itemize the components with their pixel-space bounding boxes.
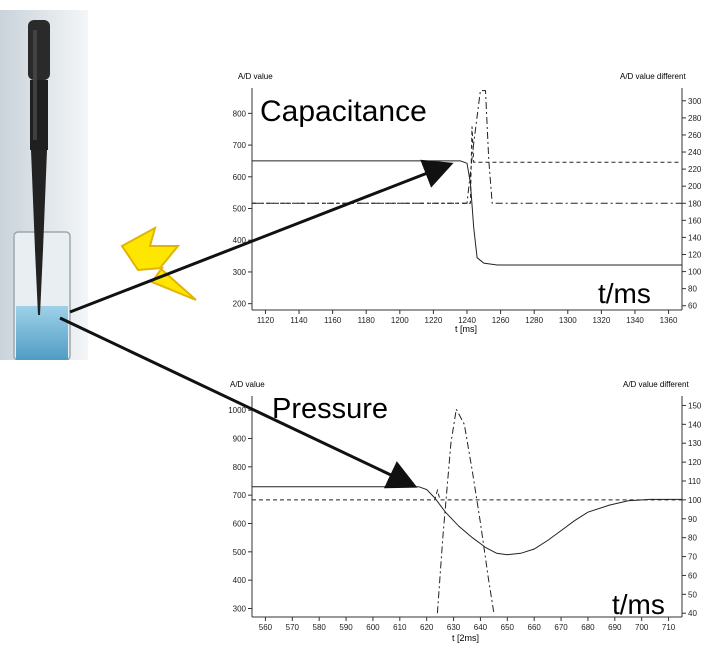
y2-tick-label: 260 bbox=[688, 131, 702, 140]
y-tick-label: 600 bbox=[233, 520, 247, 529]
x-tick-label: 620 bbox=[420, 623, 434, 632]
y-tick-label: 600 bbox=[233, 173, 247, 182]
pipette-photo bbox=[0, 10, 88, 360]
y-tick-label: 400 bbox=[233, 576, 247, 585]
x-tick-label: 570 bbox=[286, 623, 300, 632]
c2-left-axis-label: A/D value bbox=[230, 380, 265, 389]
y2-tick-label: 140 bbox=[688, 420, 702, 429]
y2-tick-label: 70 bbox=[688, 553, 697, 562]
y-tick-label: 300 bbox=[233, 605, 247, 614]
y-tick-label: 400 bbox=[233, 236, 247, 245]
x-tick-label: 1360 bbox=[660, 316, 678, 325]
y2-tick-label: 100 bbox=[688, 496, 702, 505]
y-tick-label: 300 bbox=[233, 268, 247, 277]
c1-x-axis-label: t [ms] bbox=[455, 324, 477, 334]
y2-tick-label: 50 bbox=[688, 590, 697, 599]
y2-tick-label: 60 bbox=[688, 302, 697, 311]
y2-tick-label: 200 bbox=[688, 182, 702, 191]
x-tick-label: 1140 bbox=[290, 316, 308, 325]
x-tick-label: 650 bbox=[501, 623, 515, 632]
c2-corner-label: t/ms bbox=[612, 589, 665, 620]
x-tick-label: 630 bbox=[447, 623, 461, 632]
x-tick-label: 1260 bbox=[492, 316, 510, 325]
y2-tick-label: 80 bbox=[688, 534, 697, 543]
y-tick-label: 1000 bbox=[228, 406, 246, 415]
x-tick-label: 1280 bbox=[525, 316, 543, 325]
arrow-to-pressure bbox=[59, 316, 418, 489]
c1-title: Capacitance bbox=[260, 95, 427, 128]
c2-right-axis-label: A/D value different bbox=[623, 380, 689, 389]
series-dashed-line bbox=[252, 488, 682, 501]
series-dashed-line bbox=[252, 126, 682, 204]
y2-tick-label: 220 bbox=[688, 165, 702, 174]
c1-corner-label: t/ms bbox=[598, 278, 651, 309]
y2-tick-label: 140 bbox=[688, 233, 702, 242]
x-tick-label: 1300 bbox=[559, 316, 577, 325]
y2-tick-label: 120 bbox=[688, 251, 702, 260]
x-tick-label: 670 bbox=[554, 623, 568, 632]
x-tick-label: 1340 bbox=[626, 316, 644, 325]
x-tick-label: 1220 bbox=[425, 316, 443, 325]
y2-tick-label: 40 bbox=[688, 609, 697, 618]
x-tick-label: 1180 bbox=[358, 316, 376, 325]
x-tick-label: 640 bbox=[474, 623, 488, 632]
y2-tick-label: 60 bbox=[688, 571, 697, 580]
y2-tick-label: 100 bbox=[688, 268, 702, 277]
x-tick-label: 710 bbox=[662, 623, 676, 632]
y2-tick-label: 90 bbox=[688, 515, 697, 524]
y2-tick-label: 160 bbox=[688, 216, 702, 225]
series-solid-line bbox=[252, 486, 682, 556]
c1-right-axis-label: A/D value different bbox=[620, 72, 686, 81]
series-solid-line bbox=[252, 160, 682, 266]
x-tick-label: 660 bbox=[528, 623, 542, 632]
x-tick-label: 1320 bbox=[592, 316, 610, 325]
c1-left-axis-label: A/D value bbox=[238, 72, 273, 81]
y2-tick-label: 110 bbox=[688, 477, 701, 486]
x-tick-label: 580 bbox=[313, 623, 327, 632]
capacitance-chart: A/D value A/D value different t [ms] Cap… bbox=[233, 72, 702, 334]
lightning-bolt-icon bbox=[120, 225, 197, 301]
series-dashdot-line bbox=[252, 90, 682, 204]
x-tick-label: 1240 bbox=[458, 316, 476, 325]
c2-x-axis-label: t [2ms] bbox=[452, 633, 479, 643]
y-tick-label: 500 bbox=[233, 205, 247, 214]
y-tick-label: 200 bbox=[233, 300, 247, 309]
y2-tick-label: 150 bbox=[688, 401, 702, 410]
x-tick-label: 590 bbox=[339, 623, 353, 632]
y2-tick-label: 180 bbox=[688, 199, 702, 208]
y-tick-label: 900 bbox=[233, 435, 247, 444]
y2-tick-label: 120 bbox=[688, 458, 702, 467]
arrow-to-capacitance bbox=[69, 159, 454, 314]
y-tick-label: 700 bbox=[233, 141, 247, 150]
series-dashdot-line bbox=[436, 407, 495, 614]
x-tick-label: 680 bbox=[581, 623, 595, 632]
x-tick-label: 1160 bbox=[324, 316, 342, 325]
y2-tick-label: 280 bbox=[688, 114, 702, 123]
pressure-chart: A/D value A/D value different t [2ms] Pr… bbox=[228, 380, 702, 643]
x-tick-label: 610 bbox=[393, 623, 407, 632]
y2-tick-label: 80 bbox=[688, 285, 697, 294]
x-tick-label: 600 bbox=[366, 623, 380, 632]
y-tick-label: 800 bbox=[233, 109, 247, 118]
c2-title: Pressure bbox=[272, 393, 388, 425]
x-tick-label: 1200 bbox=[391, 316, 409, 325]
y2-tick-label: 300 bbox=[688, 97, 702, 106]
x-tick-label: 560 bbox=[259, 623, 273, 632]
y-tick-label: 700 bbox=[233, 491, 247, 500]
y2-tick-label: 240 bbox=[688, 148, 702, 157]
y-tick-label: 500 bbox=[233, 548, 247, 557]
x-tick-label: 1120 bbox=[257, 316, 275, 325]
x-tick-label: 690 bbox=[608, 623, 622, 632]
x-tick-label: 700 bbox=[635, 623, 649, 632]
y-tick-label: 800 bbox=[233, 463, 247, 472]
y2-tick-label: 130 bbox=[688, 439, 702, 448]
